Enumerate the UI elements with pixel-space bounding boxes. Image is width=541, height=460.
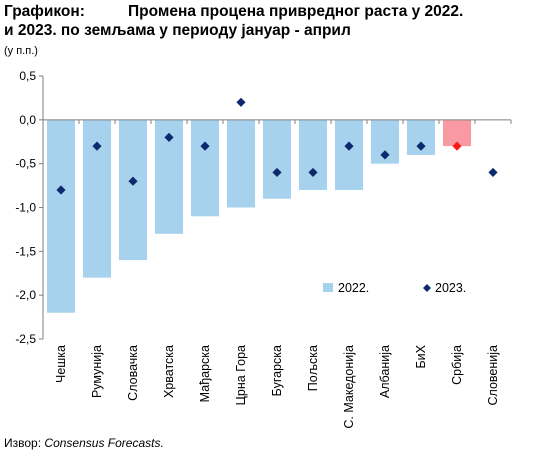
source-note: Извор: Consensus Forecasts. [4,436,164,450]
category-label: Словачка [126,345,140,401]
category-label: С. Македонија [342,345,356,429]
category-label: Пољска [306,345,320,391]
legend-swatch-2022 [323,283,333,292]
marker-2023 [56,185,66,195]
marker-2023 [452,141,462,151]
marker-2023 [272,167,282,178]
y-tick-label: -1,5 [15,244,36,258]
y-tick-label: -2,0 [15,288,36,302]
chart-title-label: Графикон: [4,3,85,20]
marker-2023 [344,141,354,151]
bar-2022 [46,119,76,313]
bar-2022 [226,119,256,208]
marker-2023 [128,176,138,186]
y-axis-unit: (у п.п.) [4,45,38,57]
source-name: Consensus Forecasts. [44,436,164,450]
bar-2022 [190,119,220,217]
marker-2023 [416,141,426,151]
marker-2023 [92,141,102,151]
chart-title-line1: Промена процена привредног раста у 2022. [128,3,464,20]
legend-label-2023: 2023. [435,281,466,295]
category-label: Црна Гора [234,345,248,405]
bar-2022 [118,119,148,261]
marker-2023 [380,150,390,160]
y-tick-label: -2,5 [15,332,36,346]
chart-title-line2: и 2023. по земљама у периоду јануар - ап… [4,22,351,39]
y-tick-label: 0,0 [19,113,36,127]
source-label: Извор: [4,436,42,450]
category-label: Чешка [54,345,68,383]
legend-marker-2023 [423,284,431,292]
marker-2023 [200,141,210,151]
category-label: Србија [450,345,464,385]
category-label: Мађарска [198,345,212,402]
bar-2022 [334,119,364,190]
y-tick-label: -1,0 [15,201,36,215]
category-label: Албанија [378,345,392,398]
category-label: Словенија [486,345,500,406]
marker-2023 [164,132,174,142]
category-label: БиХ [414,344,428,368]
bar-2022 [262,119,292,199]
marker-2023 [488,167,498,178]
marker-2023 [236,97,246,107]
category-label: Румунија [90,345,104,398]
y-tick-label: 0,5 [19,69,36,83]
marker-2023 [308,167,318,178]
y-tick-label: -0,5 [15,157,36,171]
legend-label-2022: 2022. [338,281,369,295]
bar-2022 [298,119,328,190]
category-label: Бугарска [270,345,284,396]
category-label: Хрватска [162,345,176,398]
